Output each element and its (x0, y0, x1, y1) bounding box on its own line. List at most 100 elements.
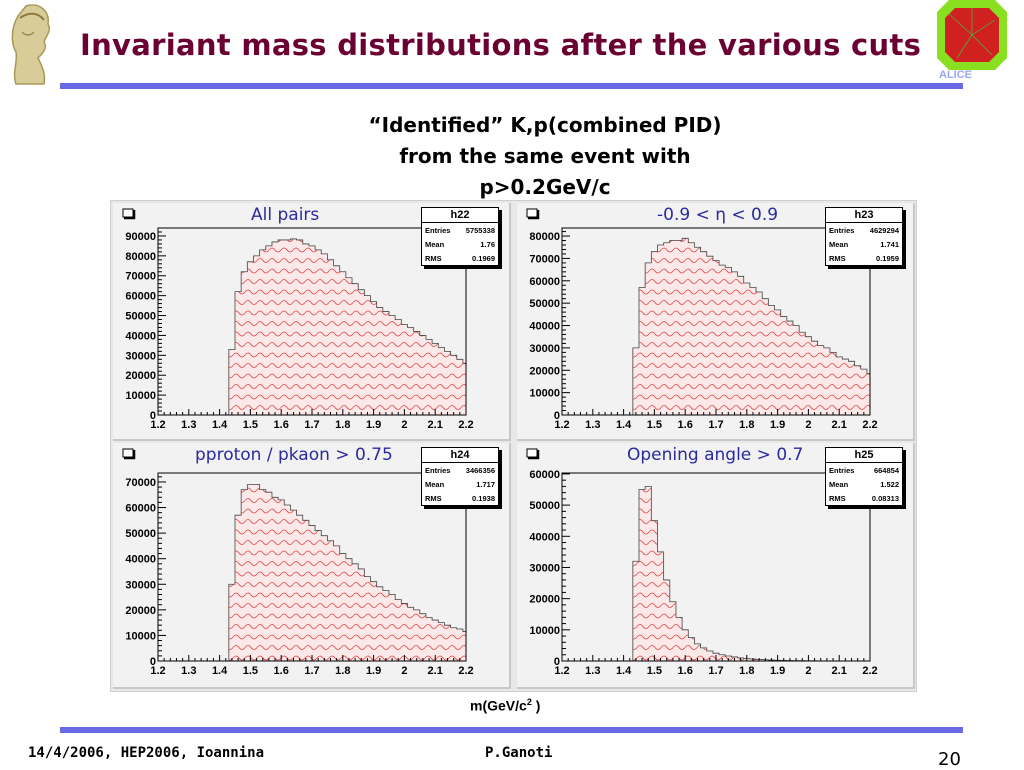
y-tick-label: 60000 (125, 503, 156, 515)
slide-title: Invariant mass distributions after the v… (80, 28, 921, 62)
page-number: 20 (938, 749, 961, 770)
stats-row-mean: Mean 1.76 (422, 237, 498, 251)
x-tick-label: 2.1 (832, 419, 847, 431)
y-tick-label: 10000 (529, 625, 560, 637)
histogram-title: All pairs (251, 205, 319, 225)
stats-key: Mean (829, 240, 848, 249)
x-tick-label: 1.7 (708, 419, 723, 431)
y-tick-label: 20000 (529, 365, 560, 377)
stats-row-entries: Entries 4629294 (826, 223, 902, 237)
x-tick-label: 1.5 (243, 665, 258, 677)
y-tick-label: 0 (554, 656, 560, 668)
stats-value: 5755338 (466, 226, 495, 235)
footer-author: P.Ganoti (485, 745, 552, 761)
x-tick-label: 1.7 (304, 665, 319, 677)
x-tick-label: 1.6 (678, 419, 693, 431)
y-tick-label: 40000 (529, 531, 560, 543)
footer-rule (60, 727, 963, 733)
x-tick-label: 2 (401, 419, 407, 431)
stats-key: Entries (425, 226, 450, 235)
y-tick-label: 80000 (529, 231, 560, 243)
x-tick-label: 1.4 (212, 665, 228, 677)
x-tick-label: 2.1 (428, 419, 443, 431)
y-tick-label: 0 (150, 656, 156, 668)
stats-histogram-name: h24 (422, 448, 498, 463)
x-axis-label-end: ) (532, 698, 541, 714)
stats-value: 1.76 (480, 240, 495, 249)
plot-area (562, 473, 870, 661)
subtitle-line-3: p>0.2GeV/c (330, 172, 760, 203)
y-tick-label: 50000 (529, 298, 560, 310)
stats-value: 4629294 (870, 226, 899, 235)
x-tick-label: 2 (401, 665, 407, 677)
stats-row-entries: Entries 5755338 (422, 223, 498, 237)
stats-value: 0.08313 (872, 494, 899, 503)
x-axis-label: m(GeV/c2 ) (470, 697, 540, 714)
x-tick-label: 1.8 (335, 665, 350, 677)
y-tick-label: 60000 (529, 276, 560, 288)
stats-value: 1.741 (880, 240, 899, 249)
stats-row-mean: Mean 1.717 (422, 477, 498, 491)
y-tick-label: 30000 (529, 343, 560, 355)
x-tick-label: 2.1 (428, 665, 443, 677)
y-tick-label: 30000 (529, 562, 560, 574)
stats-key: Entries (425, 466, 450, 475)
y-tick-label: 30000 (125, 350, 156, 362)
y-tick-label: 90000 (125, 231, 156, 243)
x-tick-label: 2.2 (458, 419, 473, 431)
stats-row-rms: RMS 0.1969 (422, 251, 498, 265)
stats-value: 0.1938 (472, 494, 495, 503)
x-tick-label: 1.8 (739, 419, 754, 431)
x-tick-label: 2 (805, 419, 811, 431)
stats-key: Entries (829, 226, 854, 235)
subtitle: “Identified” K,p(combined PID) from the … (330, 110, 760, 203)
y-tick-label: 70000 (125, 477, 156, 489)
stats-key: RMS (425, 494, 442, 503)
y-tick-label: 20000 (125, 605, 156, 617)
x-tick-label: 1.6 (274, 665, 289, 677)
x-tick-label: 1.4 (616, 665, 632, 677)
y-tick-label: 20000 (125, 370, 156, 382)
x-tick-label: 1.9 (770, 419, 785, 431)
stats-histogram-name: h22 (422, 208, 498, 223)
pad-checkbox-icon (527, 449, 537, 457)
stats-key: Mean (425, 240, 444, 249)
pad-checkbox-icon (527, 209, 537, 217)
stats-value: 0.1959 (876, 254, 899, 263)
x-tick-label: 2.2 (458, 665, 473, 677)
stats-key: Mean (425, 480, 444, 489)
stats-value: 1.522 (880, 480, 899, 489)
y-tick-label: 0 (554, 410, 560, 422)
stats-value: 0.1969 (472, 254, 495, 263)
stats-key: RMS (425, 254, 442, 263)
y-tick-label: 50000 (529, 500, 560, 512)
x-tick-label: 1.9 (366, 665, 381, 677)
stats-histogram-name: h23 (826, 208, 902, 223)
stats-value: 1.717 (476, 480, 495, 489)
stats-row-mean: Mean 1.741 (826, 237, 902, 251)
x-tick-label: 1.9 (366, 419, 381, 431)
y-tick-label: 60000 (529, 469, 560, 481)
y-tick-label: 40000 (125, 554, 156, 566)
x-tick-label: 1.3 (181, 665, 196, 677)
y-tick-label: 40000 (125, 330, 156, 342)
stats-value: 664854 (874, 466, 899, 475)
x-tick-label: 1.8 (335, 419, 350, 431)
y-tick-label: 70000 (529, 253, 560, 265)
x-tick-label: 1.5 (647, 665, 662, 677)
x-tick-label: 1.6 (678, 665, 693, 677)
subtitle-line-2: from the same event with (330, 141, 760, 172)
x-tick-label: 2.1 (832, 665, 847, 677)
x-tick-label: 1.8 (739, 665, 754, 677)
